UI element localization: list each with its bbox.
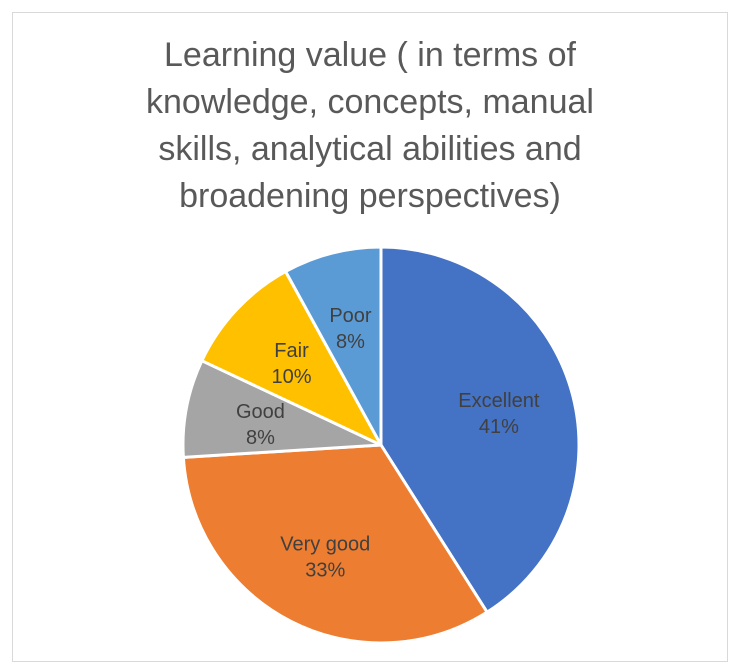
- slice-percentage: 41%: [479, 416, 519, 438]
- slice-label-good: Good 8%: [236, 401, 285, 449]
- slice-label-fair: Fair 10%: [271, 340, 311, 388]
- chart-title-line-2: knowledge, concepts, manual: [146, 83, 594, 121]
- slice-percentage: 10%: [271, 366, 311, 388]
- pie-slice-very-good: [181, 443, 490, 645]
- chart-title-line-3: skills, analytical abilities and: [158, 130, 582, 168]
- slice-percentage: 8%: [336, 331, 365, 353]
- slice-category-name: Poor: [329, 305, 372, 327]
- slice-percentage: 8%: [246, 427, 275, 449]
- chart-title: Learning value ( in terms of knowledge, …: [0, 32, 740, 220]
- pie-slice-fair: [199, 269, 385, 449]
- slice-label-very-good: Very good 33%: [280, 533, 370, 581]
- slice-label-excellent: Excellent 41%: [458, 390, 540, 438]
- slice-percentage: 33%: [305, 559, 345, 581]
- pie-slice-poor: [283, 245, 383, 446]
- pie-slice-good: [181, 358, 382, 460]
- pie-slices: [181, 245, 581, 645]
- chart-title-line-4: broadening perspectives): [179, 177, 561, 215]
- slice-label-poor: Poor 8%: [329, 305, 372, 353]
- slice-category-name: Excellent: [458, 390, 540, 412]
- slice-category-name: Good: [236, 401, 285, 423]
- slice-category-name: Fair: [274, 340, 309, 362]
- slice-category-name: Very good: [280, 533, 370, 555]
- chart-title-line-1: Learning value ( in terms of: [164, 36, 576, 74]
- pie-labels: Excellent 41% Very good 33% Good 8% Fair 10% Poo…: [236, 305, 540, 581]
